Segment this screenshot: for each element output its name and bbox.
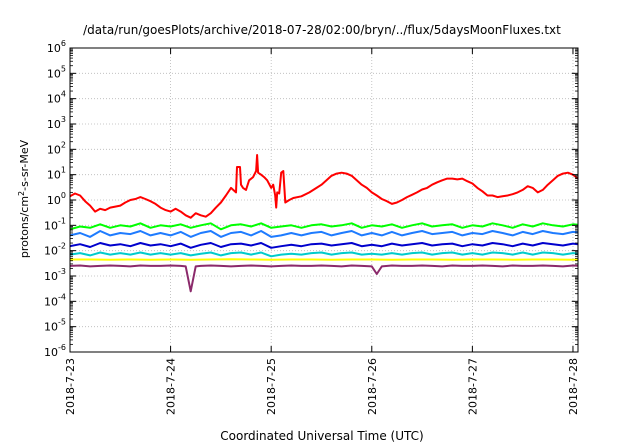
y-tick-label: 103: [47, 115, 66, 131]
y-axis-label-sup: 2: [17, 191, 26, 196]
y-tick-label: 10-4: [44, 292, 66, 308]
series-line-4: [70, 242, 578, 249]
y-tick-label: 10-3: [44, 267, 66, 283]
y-tick-label: 106: [47, 39, 66, 55]
x-axis-label: Coordinated Universal Time (UTC): [220, 429, 423, 443]
x-tick-label: 2018-7-27: [466, 358, 479, 415]
series-layer: [70, 154, 578, 293]
series-line-6: [70, 258, 578, 261]
y-tick-label: 10-6: [44, 343, 66, 359]
y-tick-label: 10-5: [44, 318, 66, 334]
y-tick-label: 105: [47, 64, 66, 80]
y-axis-label: protons/cm2-s-sr-MeV: [17, 139, 31, 258]
x-axis-ticks: 2018-7-23 2018-7-24 2018-7-25 2018-7-26 2018…: [64, 48, 580, 415]
y-tick-label: 101: [47, 166, 66, 182]
grid-layer: [70, 48, 578, 352]
chart-title: /data/run/goesPlots/archive/2018-07-28/0…: [83, 23, 561, 37]
y-axis-label-rest: -s-sr-MeV: [18, 139, 31, 190]
series-line-5: [70, 251, 578, 258]
y-tick-label: 100: [47, 191, 66, 207]
x-tick-label: 2018-7-23: [64, 358, 77, 415]
series-line-1: [70, 154, 578, 219]
y-axis-label-main: protons/cm: [18, 196, 31, 258]
series-line-2: [70, 222, 578, 231]
x-tick-label: 2018-7-26: [366, 358, 379, 415]
series-line-3: [70, 230, 578, 238]
y-tick-label: 102: [47, 140, 66, 156]
y-tick-label: 10-1: [44, 216, 66, 232]
y-tick-label: 104: [47, 90, 66, 106]
x-tick-label: 2018-7-24: [165, 358, 178, 415]
series-line-7: [70, 264, 578, 293]
y-axis-ticks: 10-6 10-5 10-4 10-3 10-2 10-1 100 101 102 103 104 1…: [44, 39, 578, 359]
x-tick-label: 2018-7-25: [265, 358, 278, 415]
y-tick-label: 10-2: [44, 242, 66, 258]
x-tick-label: 2018-7-28: [567, 358, 580, 415]
